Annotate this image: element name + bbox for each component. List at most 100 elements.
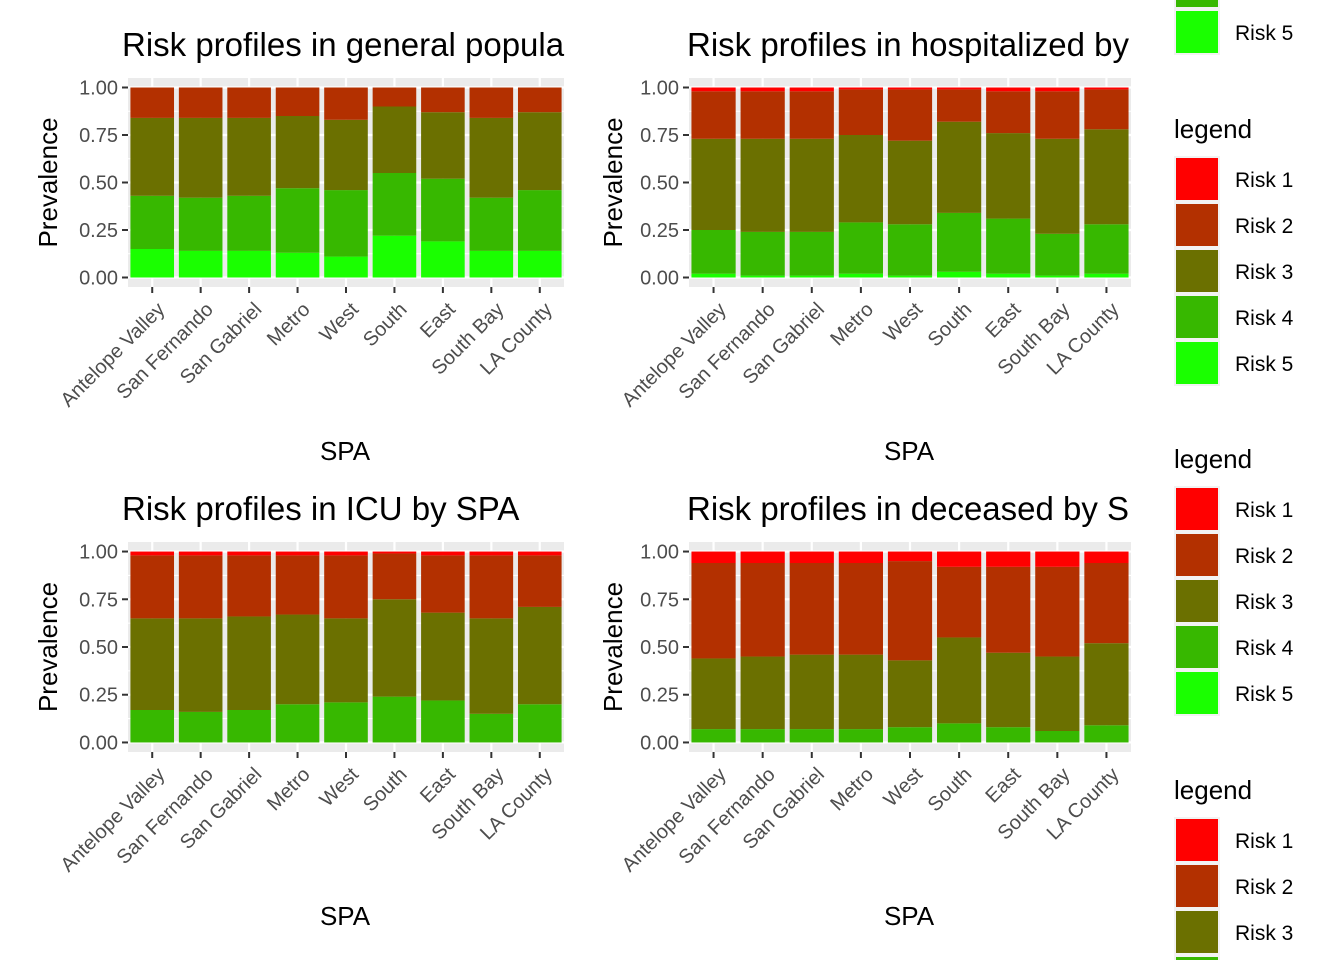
bar-segment-san-gabriel-risk-4 [227, 710, 271, 743]
bar-segment-metro-risk-4 [275, 188, 320, 253]
bar-segment-la-county-risk-5 [1084, 273, 1129, 278]
legend-swatch-risk-4 [1176, 626, 1218, 668]
x-tick-label: South [924, 299, 977, 352]
legend-swatch-risk-2 [1176, 204, 1218, 246]
bar-segment-san-gabriel-risk-2 [227, 87, 271, 118]
bar-segment-antelope-valley-risk-2 [130, 87, 175, 118]
bar-segment-west-risk-5 [887, 275, 933, 278]
bar-segment-antelope-valley-risk-3 [130, 117, 175, 196]
bar-segment-south-risk-3 [937, 121, 982, 213]
y-tick-label: 0.75 [79, 589, 118, 611]
bar-segment-south-risk-4 [937, 723, 982, 743]
bar-segment-south-bay-risk-2 [1035, 566, 1080, 657]
y-tick-label: 0.25 [79, 685, 118, 707]
legend-swatch-risk-2 [1176, 865, 1218, 907]
x-axis-label: SPA [884, 436, 935, 466]
bar-segment-east-risk-4 [986, 218, 1031, 274]
bar-segment-la-county-risk-3 [1084, 643, 1129, 726]
bar-segment-la-county-risk-1 [517, 551, 562, 556]
x-tick-label: West [880, 298, 928, 346]
bar-segment-antelope-valley-risk-1 [691, 87, 736, 92]
y-tick-label: 0.50 [640, 637, 679, 659]
bar-segment-san-gabriel-risk-3 [227, 117, 271, 196]
legend-swatch-risk-1 [1176, 158, 1218, 200]
legend-swatch-risk-3 [1176, 911, 1218, 953]
bar-segment-antelope-valley-risk-4 [691, 230, 736, 274]
bar-segment-san-fernando-risk-1 [740, 87, 785, 92]
bar-segment-south-risk-4 [372, 173, 417, 236]
legend-label-risk-3: Risk 3 [1235, 261, 1293, 284]
bar-segment-south-risk-3 [937, 637, 982, 724]
bar-segment-east-risk-1 [986, 551, 1031, 567]
bar-segment-south-risk-2 [937, 566, 982, 638]
legend-3: legend Risk 1 Risk 2 Risk 3 Risk 4 Risk 5 [1174, 444, 1294, 716]
bar-segment-east-risk-2 [986, 566, 1031, 653]
bar-segment-east-risk-5 [421, 241, 465, 278]
chart-title: Risk profiles in deceased by S [687, 490, 1129, 527]
bar-segment-antelope-valley-risk-4 [130, 195, 175, 249]
legend-label-risk-1: Risk 1 [1235, 830, 1293, 853]
bar-segment-san-gabriel-risk-2 [227, 555, 271, 617]
legend-label-risk-2: Risk 2 [1235, 215, 1293, 238]
x-tick-label: East [982, 763, 1026, 807]
bar-segment-antelope-valley-risk-3 [691, 138, 736, 230]
bar-segment-south-risk-3 [372, 599, 417, 697]
x-tick-label: South [924, 764, 977, 817]
bar-segment-san-fernando-risk-1 [740, 551, 785, 563]
bar-segment-east-risk-4 [421, 178, 465, 242]
bar-segment-south-bay-risk-4 [469, 713, 514, 743]
bar-segment-west-risk-2 [324, 87, 368, 120]
bar-segment-metro-risk-3 [275, 116, 320, 189]
x-axis-label: SPA [320, 901, 371, 931]
bar-segment-west-risk-1 [887, 87, 933, 90]
bar-segment-san-gabriel-risk-4 [789, 729, 834, 743]
x-tick-label: West [316, 763, 364, 811]
bar-segment-san-fernando-risk-3 [740, 656, 785, 730]
y-tick-label: 0.00 [79, 732, 118, 754]
bar-segment-west-risk-4 [887, 727, 933, 743]
bar-segment-south-risk-1 [372, 551, 417, 554]
bar-segment-metro-risk-1 [838, 551, 883, 563]
legend-label-risk-2: Risk 2 [1235, 876, 1293, 899]
y-tick-label: 0.75 [640, 589, 679, 611]
legend-label-risk-3: Risk 3 [1235, 922, 1293, 945]
bar-segment-south-bay-risk-3 [1035, 138, 1080, 234]
x-tick-label: East [416, 298, 460, 342]
bar-segment-san-fernando-risk-3 [178, 618, 223, 712]
bar-segment-san-gabriel-risk-5 [789, 275, 834, 278]
bar-segment-la-county-risk-3 [517, 112, 562, 191]
bar-segment-east-risk-3 [986, 652, 1031, 728]
y-tick-label: 0.50 [79, 173, 118, 195]
bar-segment-south-bay-risk-3 [1035, 656, 1080, 731]
bar-segment-san-fernando-risk-4 [740, 729, 785, 743]
bar-segment-west-risk-3 [887, 660, 933, 728]
bar-segment-san-fernando-risk-4 [178, 197, 223, 251]
bar-segment-san-gabriel-risk-1 [789, 87, 834, 92]
bar-segment-west-risk-4 [887, 224, 933, 276]
x-axis-label: SPA [884, 901, 935, 931]
bar-segment-metro-risk-5 [275, 252, 320, 278]
bar-segment-san-gabriel-risk-1 [789, 551, 834, 563]
legend-swatch-risk-3 [1176, 250, 1218, 292]
bar-segment-san-gabriel-risk-3 [789, 138, 834, 232]
bar-segment-metro-risk-1 [275, 551, 320, 556]
y-tick-label: 1.00 [79, 78, 118, 100]
bar-segment-metro-risk-4 [275, 704, 320, 743]
bar-segment-la-county-risk-3 [1084, 129, 1129, 225]
bar-segment-east-risk-4 [986, 727, 1031, 743]
bar-segment-south-risk-2 [372, 553, 417, 600]
legend-label-risk-5: Risk 5 [1235, 22, 1293, 45]
y-tick-label: 0.00 [79, 268, 118, 290]
y-tick-label: 1.00 [640, 78, 679, 100]
bar-segment-metro-risk-5 [838, 273, 883, 278]
bar-segment-south-risk-1 [937, 87, 982, 90]
bar-segment-south-bay-risk-5 [469, 250, 514, 278]
legend-swatch-risk-4 [1176, 0, 1218, 7]
legend-label-risk-4: Risk 4 [1235, 307, 1294, 330]
bar-segment-east-risk-2 [421, 555, 465, 613]
y-tick-label: 0.50 [640, 173, 679, 195]
bar-segment-metro-risk-4 [838, 729, 883, 743]
bar-segment-la-county-risk-2 [517, 87, 562, 113]
bar-segment-south-risk-4 [372, 696, 417, 743]
legend-label-risk-1: Risk 1 [1235, 499, 1293, 522]
